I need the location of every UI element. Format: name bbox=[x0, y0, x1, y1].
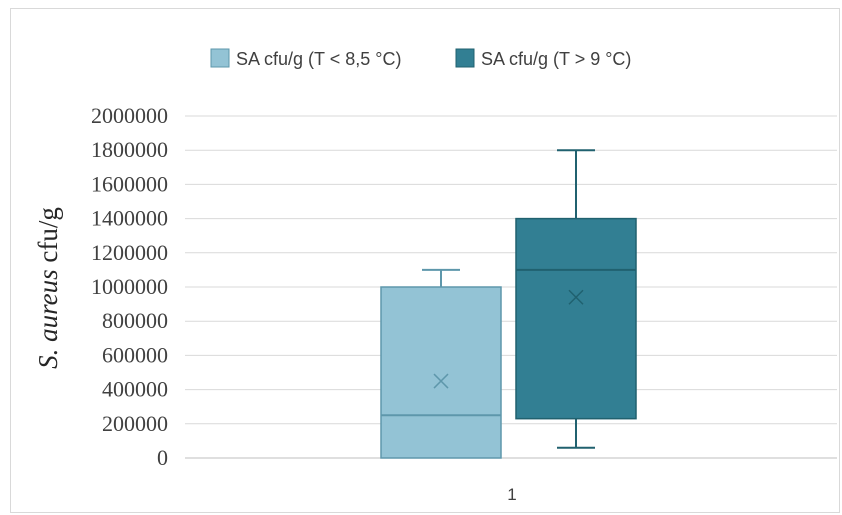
mean-marker bbox=[568, 289, 584, 305]
x-axis-tick-label: 1 bbox=[507, 485, 516, 504]
y-tick-label: 600000 bbox=[102, 342, 168, 367]
gridlines bbox=[185, 115, 837, 459]
y-tick-label: 1400000 bbox=[91, 206, 168, 231]
y-tick-label: 800000 bbox=[102, 308, 168, 333]
y-tick-label: 1600000 bbox=[91, 171, 168, 196]
y-tick-label: 400000 bbox=[102, 377, 168, 402]
y-tick-label: 2000000 bbox=[91, 103, 168, 128]
y-tick-label: 1800000 bbox=[91, 137, 168, 162]
legend-label-series-1: SA cfu/g (T < 8,5 °C) bbox=[236, 49, 401, 69]
y-axis-label: S. aureus cfu/g bbox=[33, 207, 63, 369]
legend-swatch-series-2 bbox=[455, 48, 475, 68]
y-axis-label-italic: S. aureus bbox=[33, 269, 63, 369]
mean-marker bbox=[433, 373, 449, 389]
legend: SA cfu/g (T < 8,5 °C) SA cfu/g (T > 9 °C… bbox=[210, 48, 631, 69]
box-series-1 bbox=[380, 268, 502, 459]
y-axis-label-unit: cfu/g bbox=[33, 207, 63, 269]
y-tick-label: 200000 bbox=[102, 411, 168, 436]
y-tick-label: 1000000 bbox=[91, 274, 168, 299]
y-tick-label: 1200000 bbox=[91, 240, 168, 265]
box-series-2 bbox=[515, 149, 637, 449]
box-iqr bbox=[380, 286, 502, 459]
y-axis-tick-labels: 0 200000 400000 600000 800000 1000000 1200000 1… bbox=[91, 103, 168, 470]
box-iqr bbox=[515, 217, 637, 420]
box-series bbox=[380, 149, 637, 459]
legend-label-series-2: SA cfu/g (T > 9 °C) bbox=[481, 49, 631, 69]
y-tick-label: 0 bbox=[157, 445, 168, 470]
legend-swatch-series-1 bbox=[210, 48, 230, 68]
